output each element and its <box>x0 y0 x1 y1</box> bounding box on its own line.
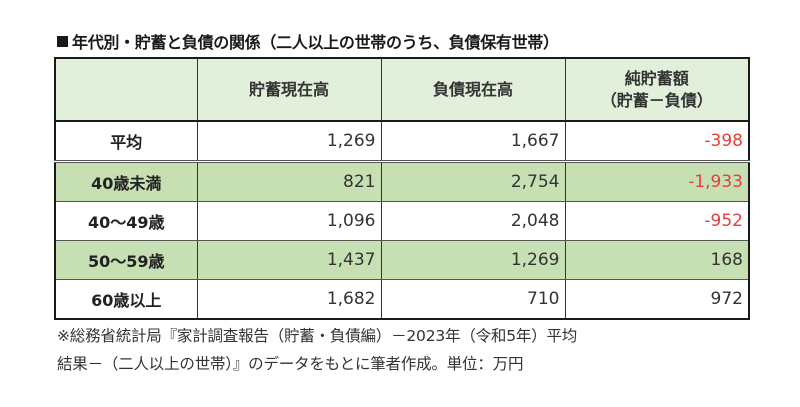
source-note-line1: ※総務省統計局『家計調査報告（貯蓄・負債編）－2023年（令和5年）平均 <box>57 327 578 345</box>
debt-value: 1,269 <box>380 240 566 280</box>
header-debt: 負債現在高 <box>380 58 566 122</box>
square-bullet-icon <box>57 36 68 47</box>
table-row-40s: 40～49歳 1,096 2,048 -952 <box>54 201 750 241</box>
savings-debt-table: 貯蓄現在高 負債現在高 純貯蓄額 （貯蓄－負債） 平均 1,269 1,667 … <box>54 57 750 320</box>
header-net-line1: 純貯蓄額 <box>624 68 689 88</box>
header-net-line2: （貯蓄－負債） <box>600 90 713 110</box>
net-value: 168 <box>564 240 750 280</box>
row-label: 40～49歳 <box>54 201 198 241</box>
net-value: -952 <box>564 201 750 241</box>
table-row-50s: 50～59歳 1,437 1,269 168 <box>54 240 750 280</box>
table-row-average: 平均 1,269 1,667 -398 <box>54 121 750 163</box>
net-value: -398 <box>564 121 750 163</box>
table-title: 年代別・貯蓄と負債の関係（二人以上の世帯のうち、負債保有世帯） <box>57 29 559 53</box>
table-row-under-40: 40歳未満 821 2,754 -1,933 <box>54 161 750 202</box>
debt-value: 2,048 <box>380 201 566 241</box>
source-note: ※総務省統計局『家計調査報告（貯蓄・負債編）－2023年（令和5年）平均 結果－… <box>57 322 577 378</box>
row-label: 60歳以上 <box>54 279 198 320</box>
debt-value: 710 <box>380 279 566 320</box>
header-row: 貯蓄現在高 負債現在高 純貯蓄額 （貯蓄－負債） <box>54 58 750 122</box>
header-blank <box>54 58 198 122</box>
savings-value: 821 <box>196 161 382 202</box>
table-title-text: 年代別・貯蓄と負債の関係（二人以上の世帯のうち、負債保有世帯） <box>72 33 559 52</box>
row-label: 平均 <box>54 121 198 163</box>
row-label: 50～59歳 <box>54 240 198 280</box>
net-value: -1,933 <box>564 161 750 202</box>
header-savings: 貯蓄現在高 <box>196 58 382 122</box>
savings-value: 1,437 <box>196 240 382 280</box>
savings-value: 1,269 <box>196 121 382 163</box>
source-note-line2: 結果－（二人以上の世帯）』のデータをもとに筆者作成。単位：万円 <box>57 355 524 373</box>
net-value: 972 <box>564 279 750 320</box>
savings-value: 1,682 <box>196 279 382 320</box>
savings-value: 1,096 <box>196 201 382 241</box>
table-row-60-plus: 60歳以上 1,682 710 972 <box>54 279 750 320</box>
debt-value: 1,667 <box>380 121 566 163</box>
row-label: 40歳未満 <box>54 161 198 202</box>
debt-value: 2,754 <box>380 161 566 202</box>
header-net-savings: 純貯蓄額 （貯蓄－負債） <box>564 58 750 122</box>
